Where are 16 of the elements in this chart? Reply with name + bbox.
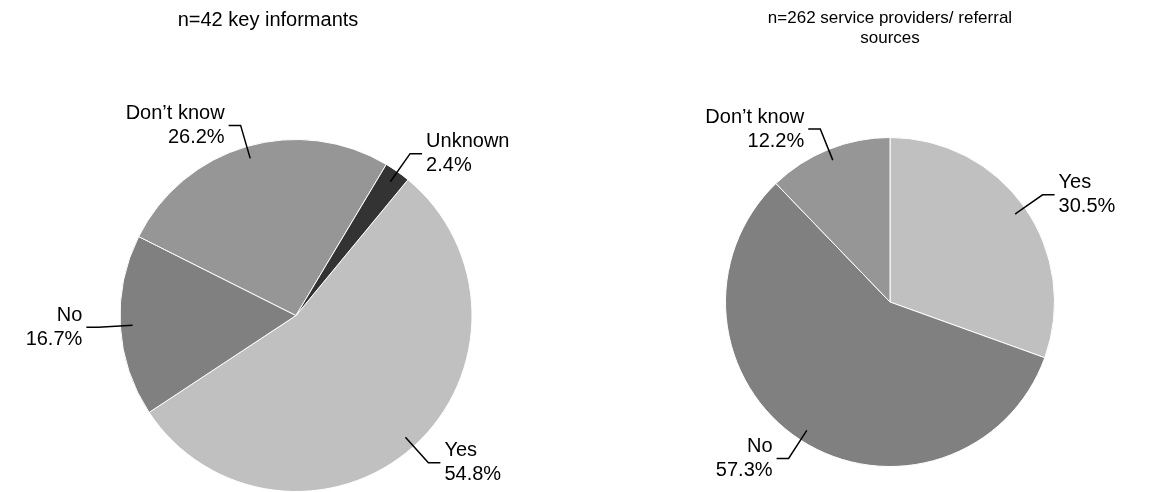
slice-label: Yes [444,438,478,461]
data-label: 2.4% [426,153,472,176]
chart-title: n=42 key informants [176,8,360,31]
slice-label: No [747,434,773,457]
chart-title: n=262 service providers/ referral sources [766,8,1014,48]
slice-label: No [56,302,83,325]
slice-label: Yes [1058,170,1092,193]
data-label: 26.2% [167,124,225,147]
slice-label: Don’t know [125,100,226,123]
data-label: 30.5% [1058,194,1116,217]
slice-label: Unknown [426,129,510,152]
slice-label: Don’t know [705,104,805,127]
data-label: 12.2% [747,128,805,151]
data-label: 57.3% [715,458,773,481]
data-label: 54.8% [444,462,502,485]
data-label: 16.7% [25,326,83,349]
